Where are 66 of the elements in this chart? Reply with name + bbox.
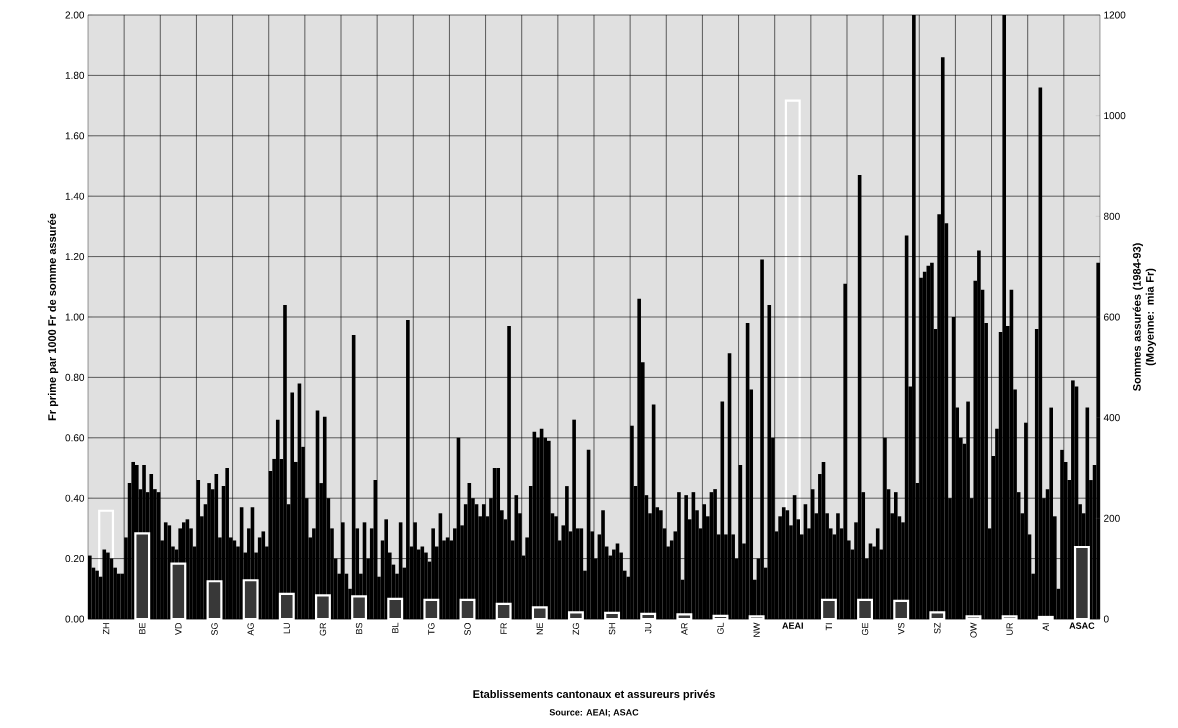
x-tick-label: JU [645, 623, 652, 634]
y-tick-label: 0.20 [65, 555, 85, 563]
x-tick-label: NW [753, 622, 760, 637]
y2-tick-label: 200 [1104, 514, 1120, 522]
x-axis-title: Etablissements cantonaux et assureurs privés [473, 689, 715, 701]
y2-tick-label: 0 [1103, 615, 1109, 623]
y-tick-label: 0.40 [65, 494, 85, 502]
x-tick-label: SO [464, 622, 471, 636]
x-tick-label: SZ [934, 622, 941, 634]
y-tick-label: 0.00 [65, 615, 85, 623]
y2-tick-label: 400 [1103, 414, 1120, 422]
y-tick-label: 1.80 [65, 71, 85, 79]
bar [1001, 615, 1018, 621]
y-tick-label: 1.20 [65, 253, 85, 261]
y-tick-label: 2.00 [65, 11, 85, 19]
y-tick-label: 1.40 [65, 192, 85, 200]
y-tick-label: 0.80 [65, 373, 85, 381]
bar [965, 615, 982, 621]
y2-axis-title: Sommes assurées (1984-93) (Moyenne: mia Fr) [1132, 243, 1156, 391]
bar [712, 614, 729, 621]
x-tick-label: ZH [102, 623, 110, 635]
bar [531, 606, 548, 621]
bar [567, 611, 584, 621]
x-tick-label: VS [898, 622, 905, 635]
x-tick-label: VD [175, 622, 182, 635]
bar [676, 613, 693, 621]
source-note: Source: AEAI; ASAC [549, 709, 639, 717]
bar [748, 615, 765, 621]
x-tick-label: ZG [572, 623, 580, 635]
x-tick-label: GL [717, 622, 724, 635]
x-tick-label: GR [319, 622, 327, 636]
bar [640, 612, 657, 621]
bar [893, 599, 910, 621]
x-tick-label: TG [428, 623, 435, 635]
x-tick-label: AR [681, 622, 688, 636]
bar [1037, 615, 1054, 621]
x-tick-label: LU [283, 623, 290, 634]
bar [820, 598, 837, 621]
bar [495, 602, 512, 621]
x-tick-label: TI [825, 623, 833, 631]
x-tick-label: NE [536, 622, 543, 635]
y2-tick-label: 600 [1104, 313, 1120, 321]
x-tick-label: UR [1006, 622, 1013, 635]
y-tick-label: 0.60 [65, 434, 85, 442]
x-tick-label: ASAC [1069, 622, 1095, 629]
y-axis-title: Fr prime par 1000 Fr de somme assurée [47, 213, 59, 421]
x-tick-label: AG [247, 623, 254, 636]
x-tick-label: BE [139, 622, 146, 634]
y-tick-label: 1.00 [65, 313, 85, 321]
bar [459, 598, 476, 621]
x-tick-label: OW [970, 622, 977, 638]
x-tick-label: BL [392, 622, 399, 633]
bar [929, 611, 946, 621]
y-tick-label: 1.60 [65, 132, 85, 140]
x-tick-label: SG [211, 623, 218, 636]
x-tick-label: GE [861, 622, 869, 636]
y2-tick-label: 800 [1103, 212, 1120, 220]
x-tick-label: AI [1042, 623, 1049, 632]
y2-tick-label: 1200 [1104, 11, 1126, 19]
bar [604, 611, 621, 621]
y2-tick-label: 1000 [1104, 112, 1126, 120]
x-tick-label: BS [355, 622, 363, 634]
x-tick-label: FR [500, 622, 507, 634]
x-tick-label: AEAI [782, 622, 803, 629]
bar [278, 592, 295, 621]
x-tick-label: SH [608, 623, 616, 635]
